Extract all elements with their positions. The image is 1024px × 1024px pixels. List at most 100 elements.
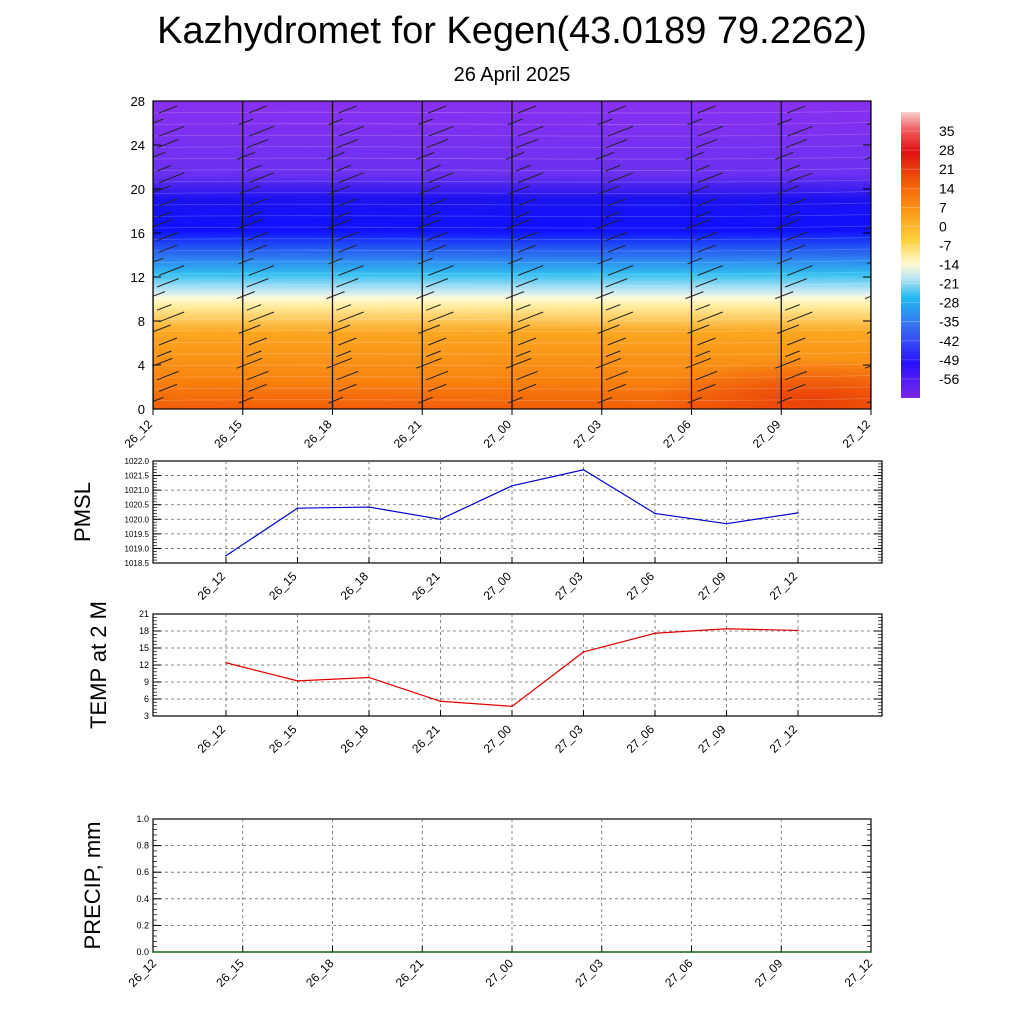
- heatmap-contour: [153, 352, 871, 355]
- wind-barb: [426, 370, 449, 381]
- wind-barb: [416, 151, 435, 160]
- wind-barb: [153, 185, 171, 194]
- pmsl-panel-data-point: [797, 512, 799, 514]
- y-tick-label: 12: [139, 660, 149, 670]
- wind-barb: [238, 324, 261, 334]
- wind-barb: [236, 151, 255, 160]
- precip-panel: 0.0 0.2 0.4 0.6 0.8 1.0 26_12 26_15 26_18 26_21 27…: [80, 814, 875, 990]
- wind-barb: [248, 105, 267, 114]
- wind-barb: [787, 198, 806, 207]
- wind-barb: [153, 218, 173, 228]
- wind-barb: [338, 198, 357, 207]
- wind-barb: [238, 257, 254, 265]
- colorbar-label: -7: [939, 237, 952, 253]
- wind-barb: [328, 324, 351, 334]
- precip-panel-data-point: [870, 951, 872, 953]
- wind-barb: [875, 139, 897, 147]
- wind-barb: [595, 218, 622, 230]
- wind-barb: [685, 218, 711, 230]
- pmsl-panel-data-point: [654, 512, 656, 515]
- wind-barb: [517, 172, 544, 184]
- heatmap-x-tick-label: 27_12: [840, 417, 874, 451]
- wind-barb: [246, 278, 269, 288]
- heatmap-contour: [153, 179, 871, 183]
- temp-panel-data-point: [511, 705, 513, 708]
- wind-barb: [428, 244, 447, 253]
- heatmap-y-tick-label: 4: [138, 358, 145, 373]
- wind-barb: [695, 304, 711, 311]
- x-tick-label: 27_03: [552, 569, 586, 603]
- wind-barb: [246, 304, 262, 311]
- heatmap-contour: [153, 145, 871, 148]
- wind-barb: [695, 138, 718, 149]
- wind-barb: [336, 304, 352, 311]
- wind-barb: [515, 350, 531, 358]
- wind-barb: [153, 396, 164, 402]
- heatmap-y-tick-label: 16: [131, 226, 145, 241]
- wind-barb: [597, 257, 613, 265]
- wind-barb: [517, 198, 537, 207]
- wind-barb: [328, 396, 344, 404]
- wind-barb: [787, 125, 813, 137]
- wind-barb: [248, 265, 275, 276]
- colorbar-label: 35: [939, 123, 955, 139]
- wind-barb: [156, 350, 172, 358]
- wind-barb: [328, 118, 344, 126]
- heatmap-contour: [153, 386, 871, 390]
- y-axis-label: PMSL: [70, 482, 95, 542]
- wind-barb: [695, 370, 718, 381]
- wind-barb: [505, 151, 525, 160]
- colorbar-scale: [901, 112, 920, 398]
- heatmap-contour: [153, 110, 871, 114]
- wind-barb: [605, 304, 621, 311]
- x-tick-label: 26_21: [409, 569, 443, 603]
- wind-barb: [775, 218, 801, 230]
- wind-barb: [785, 211, 800, 218]
- wind-barb: [336, 370, 359, 381]
- wind-barb: [517, 337, 537, 346]
- wind-barb: [787, 244, 806, 253]
- wind-barb: [685, 357, 711, 369]
- wind-barb: [248, 244, 267, 253]
- heatmap-contour: [153, 202, 871, 206]
- wind-barb: [336, 164, 352, 172]
- wind-barb: [248, 172, 275, 184]
- wind-barb: [153, 291, 166, 297]
- heatmap-x-tick-label: 27_06: [660, 417, 694, 451]
- wind-barb: [338, 265, 364, 276]
- wind-barb: [515, 211, 531, 218]
- wind-barb: [248, 311, 275, 323]
- heatmap-x-tick-label: 26_12: [122, 417, 156, 451]
- heatmap-contour: [153, 283, 871, 286]
- precip-panel-data-point: [241, 951, 244, 953]
- pmsl-panel-data-point: [725, 522, 728, 525]
- wind-barb: [866, 261, 871, 265]
- heatmap-contour: [153, 225, 871, 229]
- wind-barb: [338, 383, 357, 392]
- wind-barb: [158, 244, 178, 253]
- colorbar-label: -21: [939, 276, 959, 292]
- wind-barb: [877, 312, 902, 322]
- wind-barb: [416, 218, 442, 230]
- wind-barb: [864, 295, 871, 300]
- x-tick-label: 26_18: [338, 569, 372, 603]
- wind-barb: [426, 231, 449, 242]
- x-tick-label: 26_21: [409, 722, 443, 756]
- wind-barb: [787, 337, 806, 346]
- y-axis-label: TEMP at 2 M: [86, 601, 111, 729]
- wind-barb: [605, 278, 628, 288]
- colorbar-label: -28: [939, 295, 959, 311]
- wind-barb: [877, 106, 895, 113]
- wind-barb: [785, 304, 800, 311]
- wind-barb: [156, 231, 179, 242]
- wind-barb: [156, 164, 172, 172]
- wind-barb: [595, 357, 622, 369]
- x-tick-label: 26_15: [213, 956, 247, 990]
- wind-barb: [777, 185, 800, 195]
- heatmap-contour: [153, 237, 871, 240]
- pmsl-panel-data-point: [582, 468, 585, 471]
- y-tick-label: 1020.0: [125, 515, 150, 524]
- wind-barb: [605, 231, 628, 242]
- wind-barb: [418, 185, 441, 195]
- wind-barb: [697, 265, 723, 276]
